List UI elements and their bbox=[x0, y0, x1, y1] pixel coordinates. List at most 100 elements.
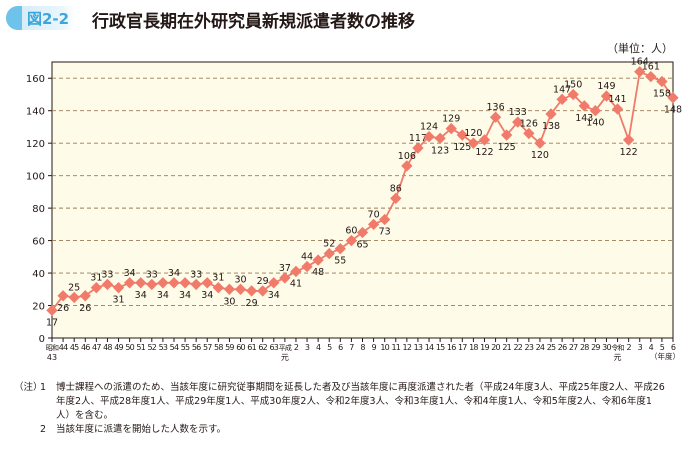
data-point bbox=[323, 247, 335, 260]
data-label: 29 bbox=[257, 276, 269, 287]
x-tick-label: 6 bbox=[671, 343, 676, 352]
data-point bbox=[434, 132, 446, 144]
x-tick-label: 29 bbox=[591, 343, 600, 352]
note-indent bbox=[14, 423, 40, 437]
x-tick-label: 8 bbox=[360, 343, 365, 352]
data-label: 140 bbox=[586, 118, 604, 129]
data-point bbox=[234, 283, 247, 295]
x-tick-label: 3 bbox=[638, 343, 643, 352]
x-tick-label: 44 bbox=[59, 343, 68, 352]
data-label: 138 bbox=[542, 121, 560, 132]
x-tick-label: 22 bbox=[513, 343, 522, 352]
data-label: 33 bbox=[146, 269, 158, 280]
data-point bbox=[168, 277, 180, 289]
data-label: 126 bbox=[520, 118, 538, 129]
x-tick-label: 14 bbox=[425, 343, 434, 352]
unit-label: （単位：人） bbox=[607, 42, 673, 55]
x-tick-label: 9 bbox=[371, 343, 376, 352]
x-tick-label-sub: 43 bbox=[47, 353, 57, 362]
data-label: 29 bbox=[246, 298, 258, 309]
x-tick-label: 62 bbox=[258, 343, 267, 352]
data-label: 125 bbox=[453, 142, 471, 153]
data-label: 70 bbox=[368, 209, 380, 220]
data-label: 122 bbox=[475, 147, 493, 158]
data-point bbox=[135, 277, 147, 289]
y-tick-label: 0 bbox=[39, 334, 45, 345]
data-point bbox=[279, 272, 291, 284]
plot-area bbox=[51, 61, 674, 339]
data-label: 33 bbox=[190, 269, 202, 280]
data-label: 31 bbox=[90, 273, 102, 284]
data-label: 164 bbox=[631, 57, 649, 68]
y-tick-label: 80 bbox=[32, 204, 45, 215]
data-label: 52 bbox=[323, 239, 335, 250]
x-tick-label: 52 bbox=[148, 343, 157, 352]
data-point bbox=[157, 277, 169, 289]
data-point bbox=[334, 243, 346, 255]
x-tick-label: 7 bbox=[349, 343, 354, 352]
x-tick-label: 昭和 bbox=[46, 343, 59, 352]
x-tick-label: 51 bbox=[136, 343, 145, 352]
x-tick-label: 53 bbox=[159, 343, 168, 352]
data-point bbox=[245, 285, 258, 297]
data-point bbox=[290, 265, 302, 278]
data-label: 34 bbox=[157, 290, 169, 301]
data-point bbox=[467, 137, 480, 149]
x-tick-label: 26 bbox=[558, 343, 567, 352]
y-tick-label: 120 bbox=[26, 139, 45, 150]
data-label: 124 bbox=[420, 122, 438, 133]
data-point bbox=[501, 129, 513, 141]
x-tick-label: 平成 bbox=[279, 343, 292, 352]
x-tick-label: 21 bbox=[502, 343, 511, 352]
data-label: 65 bbox=[356, 239, 368, 250]
y-tick-label: 40 bbox=[32, 269, 45, 280]
data-label: 143 bbox=[575, 113, 593, 124]
data-label: 125 bbox=[498, 142, 516, 153]
badge-swoosh-icon bbox=[6, 6, 22, 30]
x-tick-label: 58 bbox=[214, 343, 223, 352]
data-label: 86 bbox=[390, 183, 402, 194]
x-tick-label: 10 bbox=[380, 343, 389, 352]
data-point bbox=[179, 277, 191, 289]
data-point bbox=[356, 226, 369, 239]
y-tick-label: 20 bbox=[32, 302, 45, 313]
note-2: 2 当該年度に派遣を開始した人数を示す。 bbox=[14, 423, 666, 437]
data-label: 148 bbox=[664, 105, 682, 116]
data-label: 17 bbox=[46, 317, 58, 328]
data-label: 31 bbox=[112, 295, 124, 306]
data-label: 161 bbox=[642, 62, 660, 73]
data-point bbox=[46, 304, 58, 317]
data-point bbox=[345, 234, 358, 247]
y-tick-label: 100 bbox=[26, 172, 45, 183]
x-tick-label: 45 bbox=[70, 343, 79, 352]
x-tick-label: 13 bbox=[414, 343, 423, 352]
data-point bbox=[412, 142, 424, 154]
data-label: 120 bbox=[531, 150, 549, 161]
x-tick-label: 17 bbox=[458, 343, 467, 352]
data-label: 150 bbox=[564, 79, 582, 90]
data-point bbox=[212, 282, 224, 294]
data-label: 34 bbox=[135, 290, 147, 301]
data-point bbox=[478, 134, 491, 146]
data-label: 26 bbox=[57, 303, 69, 314]
data-point bbox=[456, 129, 468, 141]
x-tick-label: 25 bbox=[547, 343, 556, 352]
x-tick-label: 11 bbox=[391, 343, 400, 352]
data-label: 106 bbox=[398, 151, 416, 162]
data-point bbox=[534, 137, 546, 149]
x-tick-label: 16 bbox=[447, 343, 456, 352]
data-label: 133 bbox=[509, 107, 527, 118]
y-tick-label: 140 bbox=[26, 107, 45, 118]
x-tick-label: 30 bbox=[602, 343, 611, 352]
data-label: 25 bbox=[68, 282, 80, 293]
x-tick-label: 2 bbox=[626, 343, 631, 352]
x-tick-label: 5 bbox=[327, 343, 332, 352]
notes-mark: （注） bbox=[14, 382, 43, 393]
data-label: 149 bbox=[597, 81, 615, 92]
x-tick-label: 19 bbox=[480, 343, 489, 352]
x-tick-label: 5 bbox=[660, 343, 665, 352]
data-label: 31 bbox=[212, 273, 224, 284]
x-tick-label: 18 bbox=[469, 343, 478, 352]
x-tick-label: 23 bbox=[525, 343, 534, 352]
